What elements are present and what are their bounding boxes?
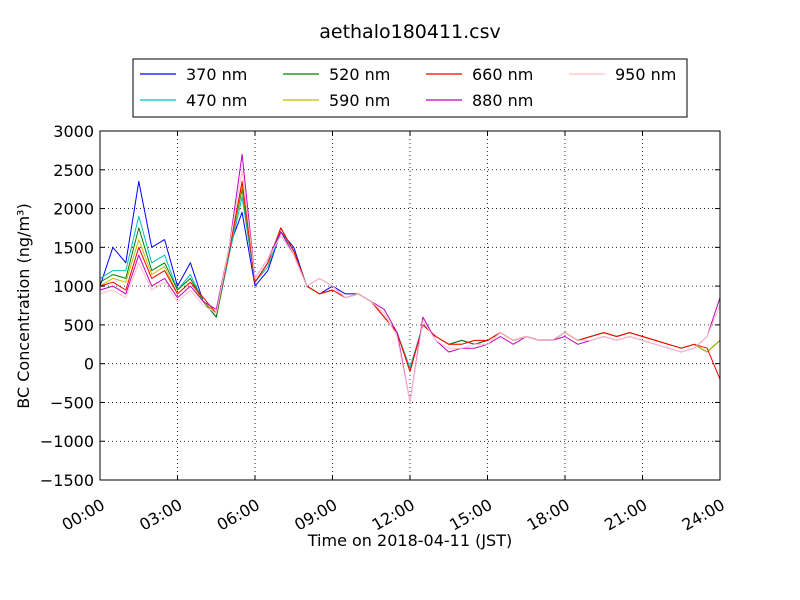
legend-label: 520 nm	[329, 65, 390, 84]
legend-label: 370 nm	[186, 65, 247, 84]
y-axis-title: BC Concentration (ng/m³)	[14, 203, 33, 408]
legend-label: 660 nm	[472, 65, 533, 84]
legend-label: 880 nm	[472, 91, 533, 110]
y-tick-label: 1000	[53, 277, 94, 296]
series-layer	[99, 153, 721, 403]
x-tick-label: 09:00	[291, 495, 340, 535]
y-tick-label: 0	[84, 355, 94, 374]
axis-ticks	[99, 130, 721, 481]
y-tick-label: −1500	[40, 471, 94, 490]
legend-box	[132, 58, 688, 118]
y-tick-label: 1500	[53, 238, 94, 257]
y-tick-label: −1000	[40, 432, 94, 451]
series-line-660-nm	[99, 180, 721, 380]
x-tick-label: 15:00	[446, 495, 495, 535]
grid	[100, 131, 720, 480]
legend-label: 950 nm	[615, 65, 676, 84]
x-tick-label: 24:00	[679, 495, 728, 535]
y-tick-label: −500	[50, 393, 94, 412]
series-line-950-nm	[99, 169, 721, 403]
y-tick-label: 500	[63, 316, 94, 335]
x-tick-label: 00:00	[59, 495, 108, 535]
y-tick-label: 3000	[53, 122, 94, 141]
legend-label: 470 nm	[186, 91, 247, 110]
x-tick-label: 12:00	[369, 495, 418, 535]
series-line-370-nm	[99, 180, 721, 372]
x-axis-title: Time on 2018-04-11 (JST)	[307, 531, 512, 550]
x-tick-labels: 00:00 03:00 06:00 09:00 12:00 15:00 18:00 21:00…	[59, 495, 728, 535]
y-tick-label: 2000	[53, 200, 94, 219]
x-tick-label: 06:00	[214, 495, 263, 535]
y-tick-labels: 3000 2500 2000 1500 1000 500 0 −500 −1000 −1500	[40, 122, 94, 490]
legend-label: 590 nm	[329, 91, 390, 110]
x-tick-label: 21:00	[601, 495, 650, 535]
y-tick-label: 2500	[53, 161, 94, 180]
legend: 370 nm 470 nm 520 nm 590 nm 660 nm 880 nm 950 …	[132, 58, 688, 118]
x-tick-label: 03:00	[136, 495, 185, 535]
x-tick-label: 18:00	[524, 495, 573, 535]
chart-title: aethalo180411.csv	[319, 21, 501, 43]
